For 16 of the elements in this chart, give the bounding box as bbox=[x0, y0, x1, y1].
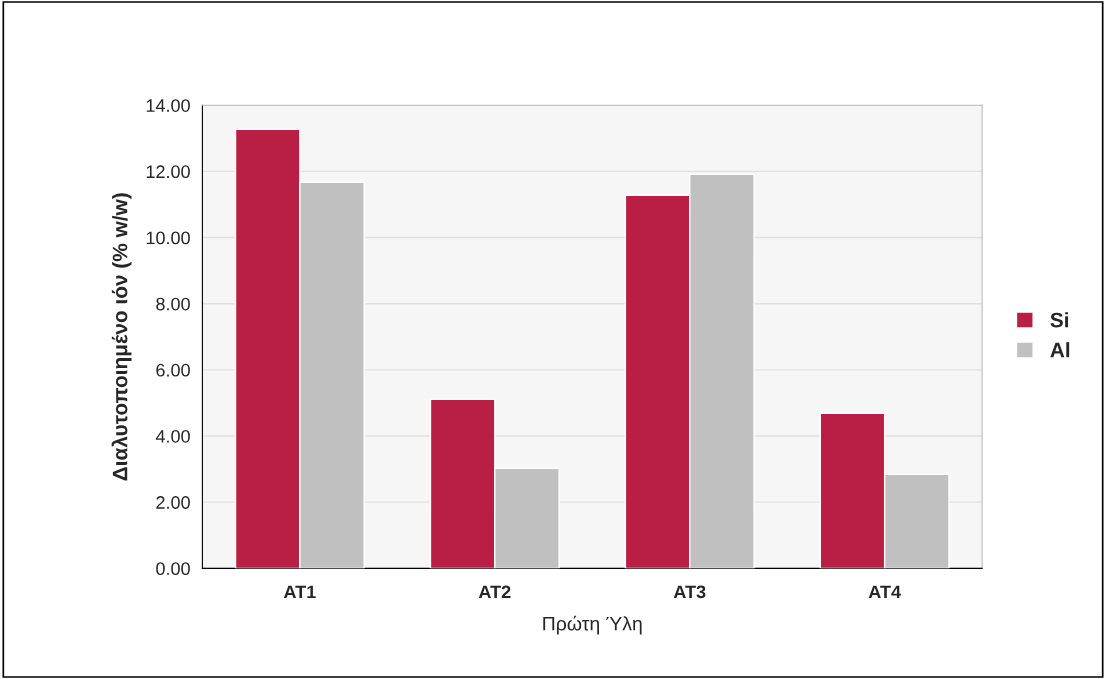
y-axis-title: Διαλυτοποιημένο ιόν (% w/w) bbox=[111, 193, 132, 481]
y-tick-label: 8.00 bbox=[156, 297, 190, 311]
x-tick-label: AT3 bbox=[673, 585, 706, 599]
y-tick-label: 4.00 bbox=[155, 429, 190, 443]
y-tick-label: 2.00 bbox=[156, 496, 190, 509]
x-tick-label: AT4 bbox=[868, 585, 901, 599]
x-tick-label: AT1 bbox=[283, 585, 316, 599]
x-tick-label: AT2 bbox=[478, 585, 511, 599]
legend-label: Al bbox=[1050, 342, 1070, 358]
y-tick-label: 6.00 bbox=[156, 363, 190, 377]
y-tick-label: 12.00 bbox=[146, 165, 190, 179]
y-tick-label: 0.00 bbox=[156, 562, 190, 576]
y-tick-label: 14.00 bbox=[146, 99, 190, 112]
x-axis-title: Πρώτη Ύλη bbox=[543, 615, 642, 635]
y-tick-label: 10.00 bbox=[146, 231, 190, 245]
legend-label: Si bbox=[1050, 312, 1069, 328]
